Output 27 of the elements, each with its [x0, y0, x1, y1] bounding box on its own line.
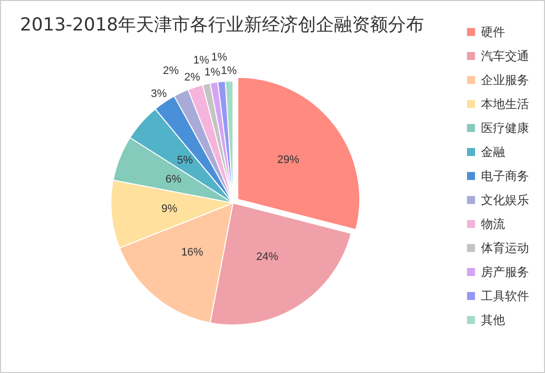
- data-label: 1%: [220, 65, 238, 78]
- data-label: 1%: [193, 54, 210, 67]
- legend-label: 汽车交通: [481, 49, 529, 63]
- data-label: 24%: [256, 251, 279, 264]
- legend-label: 体育运动: [481, 241, 529, 255]
- data-label: 5%: [177, 154, 194, 167]
- data-label: 9%: [161, 203, 178, 216]
- legend-label: 工具软件: [481, 289, 529, 303]
- data-label: 29%: [277, 154, 300, 166]
- legend-label: 本地生活: [481, 97, 529, 111]
- legend-label: 房产服务: [481, 265, 529, 279]
- chart-title: 2013-2018年天津市各行业新经济创企融资额分布: [20, 14, 424, 36]
- legend-label: 物流: [481, 217, 505, 231]
- data-label: 2%: [162, 64, 179, 77]
- legend-label: 金融: [481, 145, 505, 159]
- legend-label: 硬件: [481, 25, 505, 39]
- legend-label: 企业服务: [481, 73, 529, 87]
- data-label: 2%: [184, 71, 200, 84]
- data-label: 3%: [150, 88, 167, 100]
- legend-label: 电子商务: [481, 169, 529, 183]
- legend-label: 其他: [481, 313, 505, 327]
- data-label: 1%: [204, 66, 221, 79]
- data-label: 16%: [181, 246, 204, 258]
- legend-label: 医疗健康: [481, 121, 529, 135]
- data-label: 6%: [166, 173, 182, 186]
- data-label: 1%: [211, 52, 228, 64]
- legend-label: 文化娱乐: [481, 193, 529, 207]
